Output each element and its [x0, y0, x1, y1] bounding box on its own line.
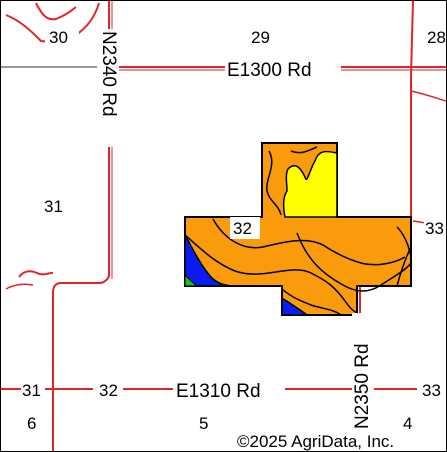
soil-blue-west	[184, 232, 232, 287]
road-label-e1310: E1310 Rd	[176, 381, 261, 402]
soil-line-4	[296, 232, 412, 292]
section-30-bg	[45, 27, 79, 47]
creek-top-left-2	[35, 2, 77, 21]
section-33-bottom: 33	[422, 381, 441, 400]
section-33-right-bg	[424, 217, 446, 239]
section-4: 4	[403, 414, 412, 433]
road-right-branch	[410, 90, 446, 102]
section-31-bottom: 31	[22, 381, 41, 400]
road-label-e1310-bg	[173, 379, 285, 401]
soil-line-5	[396, 226, 412, 258]
section-31-bottom-bg	[21, 379, 45, 399]
section-33-bottom-bg	[417, 379, 446, 399]
section-28: 28	[427, 28, 446, 47]
section-32-bottom-bg	[93, 379, 123, 399]
soil-green	[184, 273, 199, 287]
road-tick-right	[412, 220, 427, 224]
section-32-field-bg	[230, 217, 260, 239]
soil-line-1	[184, 234, 358, 314]
section-29: 29	[251, 28, 270, 47]
section-6: 6	[27, 414, 36, 433]
section-5: 5	[199, 414, 208, 433]
soil-blue-south	[281, 296, 310, 316]
soil-line-top	[266, 150, 282, 216]
road-label-e1300: E1300 Rd	[227, 60, 312, 81]
road-label-n2350-bg	[352, 313, 374, 431]
soil-line-top-2	[290, 146, 318, 154]
section-31-left: 31	[44, 197, 63, 216]
road-label-e1300-bg	[225, 57, 341, 79]
road-label-n2340: N2340 Rd	[98, 31, 119, 117]
soil-line-3	[281, 288, 342, 316]
copyright-text: ©2025 AgriData, Inc.	[237, 432, 394, 451]
section-32-field: 32	[233, 219, 252, 238]
section-33-right: 33	[425, 219, 444, 238]
road-n2340	[61, 1, 110, 284]
creek-left	[18, 270, 54, 278]
creek-left-2	[5, 283, 34, 290]
section-32-bottom: 32	[99, 381, 118, 400]
copyright-bg	[233, 431, 446, 451]
road-label-n2350: N2350 Rd	[352, 343, 373, 429]
section-30: 30	[49, 28, 68, 47]
road-label-n2340-bg	[97, 29, 119, 147]
soil-line-6	[396, 246, 412, 287]
soil-line-2	[212, 218, 406, 266]
road-left-branch	[52, 282, 62, 451]
soil-yellow	[282, 150, 338, 218]
